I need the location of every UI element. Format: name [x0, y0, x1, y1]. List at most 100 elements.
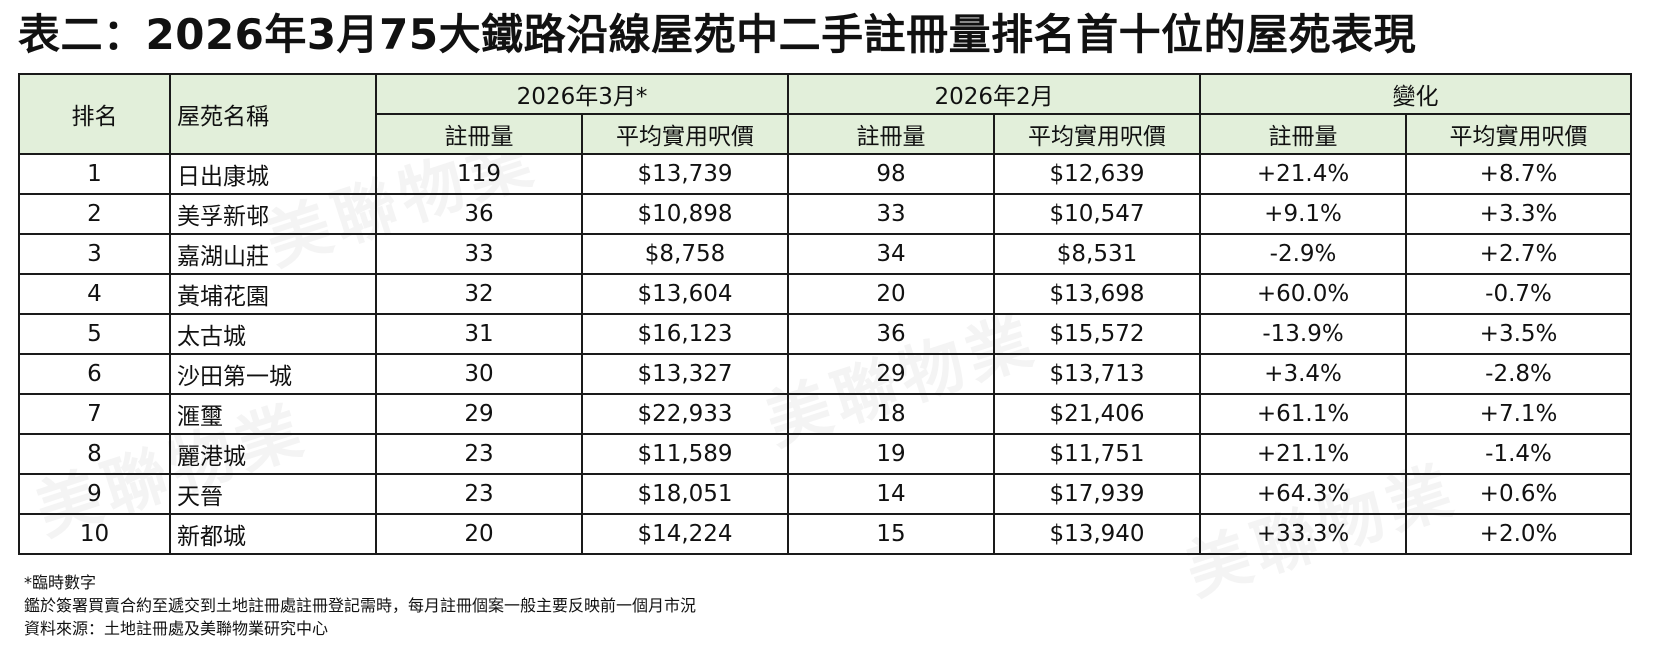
cell-feb-price: $21,406	[993, 393, 1202, 435]
cell-mar-registrations: 23	[375, 433, 583, 475]
subheader-row: 註冊量 平均實用呎價 註冊量 平均實用呎價 註冊量 平均實用呎價	[19, 113, 1633, 155]
cell-feb-registrations: 36	[787, 313, 996, 355]
header-estate: 屋苑名稱	[169, 73, 377, 155]
cell-feb-registrations: 18	[787, 393, 996, 435]
cell-mar-price: $13,604	[580, 273, 790, 315]
cell-rank: 3	[18, 233, 171, 275]
cell-rank: 6	[18, 353, 171, 395]
table-row: 8 麗港城 23 $11,589 19 $11,751 +21.1% -1.4%	[18, 433, 1633, 475]
cell-feb-registrations: 15	[787, 513, 996, 555]
header-feb-price: 平均實用呎價	[993, 113, 1202, 155]
cell-feb-registrations: 98	[787, 153, 996, 195]
cell-rank: 7	[18, 393, 171, 435]
cell-estate: 太古城	[169, 313, 377, 355]
page-title: 表二：2026年3月75大鐵路沿線屋苑中二手註冊量排名首十位的屋苑表現	[18, 10, 1417, 59]
cell-change-registrations: +9.1%	[1199, 193, 1408, 235]
cell-mar-price: $18,051	[580, 473, 790, 515]
table-row: 9 天晉 23 $18,051 14 $17,939 +64.3% +0.6%	[18, 473, 1633, 515]
cell-feb-price: $13,940	[993, 513, 1202, 555]
footnote-provisional: *臨時數字	[24, 573, 97, 592]
table-row: 1 日出康城 119 $13,739 98 $12,639 +21.4% +8.7%	[18, 153, 1633, 195]
cell-estate: 日出康城	[169, 153, 377, 195]
cell-feb-registrations: 20	[787, 273, 996, 315]
cell-feb-price: $11,751	[993, 433, 1202, 475]
cell-rank: 10	[18, 513, 171, 555]
cell-mar-price: $13,739	[580, 153, 790, 195]
cell-estate: 美孚新邨	[169, 193, 377, 235]
cell-rank: 4	[18, 273, 171, 315]
cell-feb-registrations: 34	[787, 233, 996, 275]
header-row: 排名 屋苑名稱 2026年3月* 2026年2月 變化	[18, 73, 1633, 155]
cell-mar-registrations: 29	[375, 393, 583, 435]
cell-estate: 滙璽	[169, 393, 377, 435]
header-rank: 排名	[18, 73, 171, 155]
cell-change-price: -1.4%	[1405, 433, 1633, 475]
cell-change-price: +3.3%	[1405, 193, 1633, 235]
cell-mar-price: $8,758	[580, 233, 790, 275]
cell-change-price: +3.5%	[1405, 313, 1633, 355]
cell-change-registrations: +61.1%	[1199, 393, 1408, 435]
cell-change-registrations: -2.9%	[1199, 233, 1408, 275]
cell-change-registrations: -13.9%	[1199, 313, 1408, 355]
cell-mar-registrations: 119	[375, 153, 583, 195]
cell-change-price: +8.7%	[1405, 153, 1633, 195]
cell-mar-registrations: 36	[375, 193, 583, 235]
table-row: 4 黃埔花園 32 $13,604 20 $13,698 +60.0% -0.7%	[18, 273, 1633, 315]
cell-feb-price: $12,639	[993, 153, 1202, 195]
cell-mar-registrations: 31	[375, 313, 583, 355]
cell-change-price: +2.7%	[1405, 233, 1633, 275]
cell-change-registrations: +60.0%	[1199, 273, 1408, 315]
table-body: 1 日出康城 119 $13,739 98 $12,639 +21.4% +8.7% 2 美孚新邨…	[18, 153, 1633, 555]
cell-rank: 5	[18, 313, 171, 355]
cell-change-price: +2.0%	[1405, 513, 1633, 555]
cell-feb-price: $10,547	[993, 193, 1202, 235]
cell-change-registrations: +21.1%	[1199, 433, 1408, 475]
cell-mar-price: $16,123	[580, 313, 790, 355]
table-row: 5 太古城 31 $16,123 36 $15,572 -13.9% +3.5%	[18, 313, 1633, 355]
table-row: 2 美孚新邨 36 $10,898 33 $10,547 +9.1% +3.3%	[18, 193, 1633, 235]
cell-rank: 8	[18, 433, 171, 475]
cell-mar-registrations: 23	[375, 473, 583, 515]
header-mar-registrations: 註冊量	[375, 113, 583, 155]
table-row: 7 滙璽 29 $22,933 18 $21,406 +61.1% +7.1%	[18, 393, 1633, 435]
cell-change-price: +7.1%	[1405, 393, 1633, 435]
cell-rank: 2	[18, 193, 171, 235]
cell-mar-price: $14,224	[580, 513, 790, 555]
cell-mar-price: $11,589	[580, 433, 790, 475]
cell-change-price: -0.7%	[1405, 273, 1633, 315]
cell-estate: 黃埔花園	[169, 273, 377, 315]
cell-change-registrations: +21.4%	[1199, 153, 1408, 195]
cell-estate: 麗港城	[169, 433, 377, 475]
cell-change-registrations: +33.3%	[1199, 513, 1408, 555]
cell-change-price: -2.8%	[1405, 353, 1633, 395]
cell-feb-price: $13,713	[993, 353, 1202, 395]
table-row: 3 嘉湖山莊 33 $8,758 34 $8,531 -2.9% +2.7%	[18, 233, 1633, 275]
header-group-change: 變化	[1199, 73, 1633, 115]
cell-estate: 沙田第一城	[169, 353, 377, 395]
cell-change-registrations: +3.4%	[1199, 353, 1408, 395]
cell-mar-registrations: 32	[375, 273, 583, 315]
cell-estate: 嘉湖山莊	[169, 233, 377, 275]
cell-feb-price: $15,572	[993, 313, 1202, 355]
cell-rank: 9	[18, 473, 171, 515]
header-mar-price: 平均實用呎價	[580, 113, 790, 155]
cell-estate: 天晉	[169, 473, 377, 515]
cell-mar-price: $10,898	[580, 193, 790, 235]
footnote-source: 資料來源：土地註冊處及美聯物業研究中心	[24, 619, 329, 638]
table-row: 6 沙田第一城 30 $13,327 29 $13,713 +3.4% -2.8%	[18, 353, 1633, 395]
cell-change-price: +0.6%	[1405, 473, 1633, 515]
cell-feb-registrations: 29	[787, 353, 996, 395]
cell-mar-registrations: 20	[375, 513, 583, 555]
header-change-price: 平均實用呎價	[1405, 113, 1633, 155]
header-feb-registrations: 註冊量	[787, 113, 996, 155]
cell-feb-registrations: 14	[787, 473, 996, 515]
cell-mar-price: $22,933	[580, 393, 790, 435]
header-group-feb: 2026年2月	[787, 73, 1202, 115]
cell-mar-registrations: 33	[375, 233, 583, 275]
cell-feb-price: $17,939	[993, 473, 1202, 515]
footnotes: *臨時數字 鑑於簽署買賣合約至遞交到土地註冊處註冊登記需時，每月註冊個案一般主要…	[24, 571, 696, 640]
header-group-mar: 2026年3月*	[374, 73, 790, 115]
cell-feb-price: $8,531	[993, 233, 1202, 275]
cell-feb-registrations: 19	[787, 433, 996, 475]
cell-feb-price: $13,698	[993, 273, 1202, 315]
